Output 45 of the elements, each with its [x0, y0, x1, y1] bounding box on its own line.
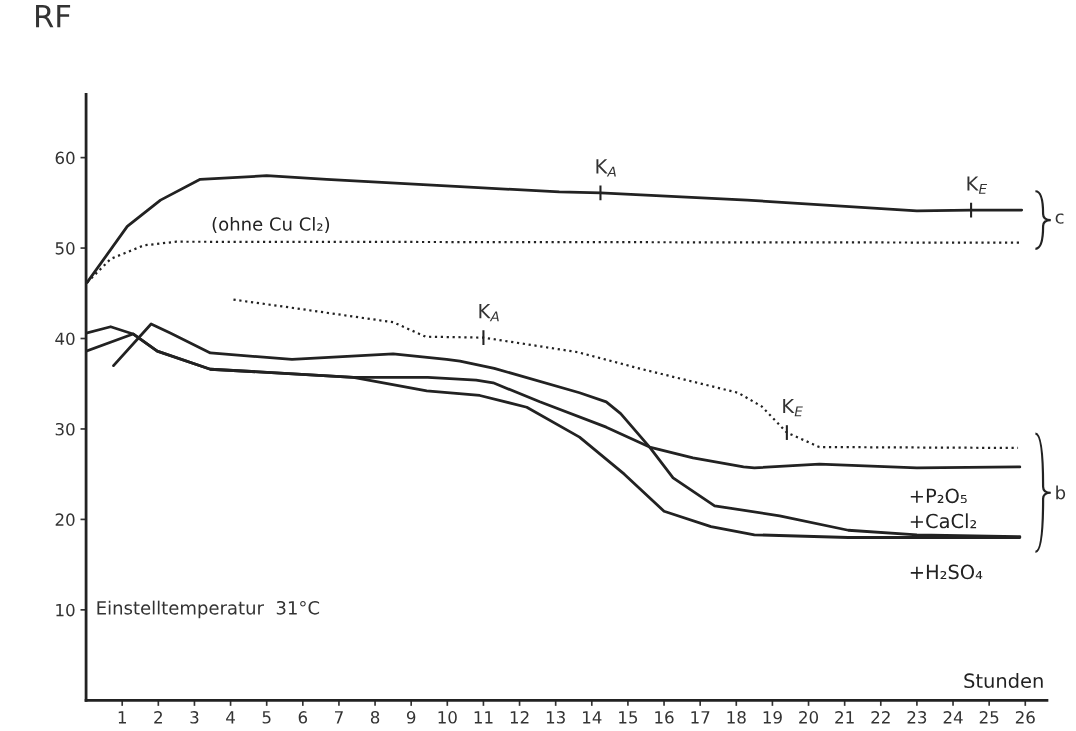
- x-tick-label: 22: [871, 711, 890, 724]
- y-tick-label: 30: [55, 422, 75, 436]
- text: c: [1055, 213, 1064, 224]
- x-tick-label: 10: [438, 711, 457, 724]
- annotation: K$_{E}$: [783, 398, 803, 417]
- x-tick-label: 2: [154, 711, 162, 724]
- x-tick-label: 16: [655, 711, 674, 724]
- x-tick-label: 26: [1015, 711, 1035, 724]
- x-tick-label: 5: [262, 711, 271, 724]
- x-tick-label: 17: [691, 711, 710, 724]
- series-label: +P₂O₅: [910, 488, 967, 504]
- x-tick-label: 20: [799, 711, 819, 724]
- x-tick-label: 13: [546, 711, 565, 724]
- x-tick-label: 3: [190, 711, 199, 724]
- annotation: Einstelltemperatur 31°C: [97, 600, 320, 619]
- annotation: K$_{E}$: [967, 176, 988, 194]
- x-tick-label: 11: [474, 711, 493, 724]
- y-tick-label: 50: [55, 242, 75, 255]
- x-tick-label: 19: [763, 711, 782, 724]
- y-axis-title: RF: [36, 5, 71, 28]
- x-tick-label: 21: [835, 711, 854, 724]
- x-tick-label: 8: [370, 711, 380, 724]
- x-tick-label: 7: [335, 711, 343, 724]
- annotation: K$_{A}$: [596, 159, 616, 177]
- x-tick-label: 14: [583, 711, 602, 724]
- annotation: K$_{A}$: [479, 303, 499, 322]
- y-tick-label: 20: [55, 513, 75, 526]
- x-axis-title: Stunden: [964, 673, 1043, 689]
- x-tick-label: 23: [907, 711, 927, 724]
- x-tick-label: 15: [619, 711, 638, 724]
- x-tick-label: 6: [298, 711, 308, 724]
- x-tick-label: 9: [406, 711, 416, 724]
- series-label: +CaCl₂: [910, 513, 977, 529]
- x-tick-label: 1: [118, 711, 126, 724]
- y-tick-label: 60: [55, 151, 75, 165]
- x-tick-label: 25: [979, 711, 999, 724]
- series-label: (ohne Cu Cl₂): [212, 216, 330, 233]
- x-tick-label: 24: [943, 711, 963, 724]
- y-tick-label: 10: [56, 603, 75, 617]
- x-tick-label: 12: [510, 711, 529, 724]
- y-tick-label: 40: [55, 332, 75, 346]
- x-tick-label: 4: [226, 711, 235, 724]
- series-label: +H₂SO₄: [910, 564, 983, 580]
- text: b: [1056, 485, 1066, 500]
- x-tick-label: 18: [727, 711, 746, 724]
